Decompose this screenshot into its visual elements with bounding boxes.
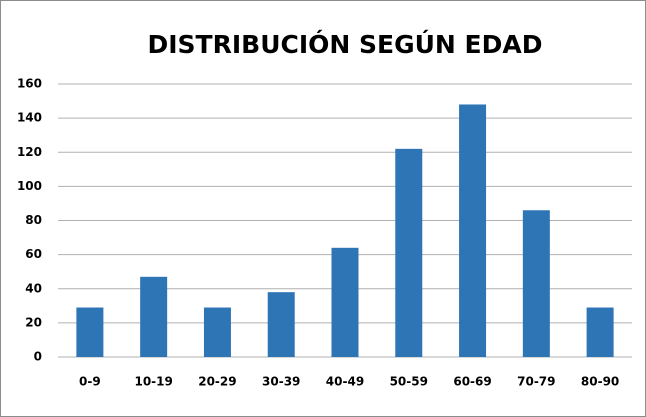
y-tick-label: 80	[25, 213, 42, 227]
bar	[331, 247, 359, 357]
x-tick-label: 40-49	[326, 375, 364, 389]
x-tick-label: 0-9	[79, 375, 101, 389]
bar	[76, 307, 104, 357]
bar	[395, 148, 423, 357]
y-tick-label: 140	[17, 111, 42, 125]
y-tick-label: 60	[25, 247, 42, 261]
y-tick-label: 0	[34, 350, 42, 364]
bar	[140, 276, 168, 357]
y-tick-label: 120	[17, 145, 42, 159]
y-tick-label: 20	[25, 315, 42, 329]
y-tick-label: 160	[17, 77, 42, 91]
x-tick-label: 60-69	[453, 375, 491, 389]
x-tick-label: 10-19	[134, 375, 172, 389]
chart-title: DISTRIBUCIÓN SEGÚN EDAD	[147, 29, 542, 59]
y-tick-label: 100	[17, 179, 42, 193]
bar	[267, 292, 295, 357]
y-tick-label: 40	[25, 281, 42, 295]
x-tick-label: 50-59	[390, 375, 428, 389]
x-tick-label: 70-79	[517, 375, 555, 389]
bar	[459, 104, 487, 357]
bar	[586, 307, 614, 357]
x-tick-label: 80-90	[581, 375, 619, 389]
bar	[522, 210, 550, 357]
x-tick-label: 30-39	[262, 375, 300, 389]
x-tick-label: 20-29	[198, 375, 236, 389]
bar	[203, 307, 231, 357]
